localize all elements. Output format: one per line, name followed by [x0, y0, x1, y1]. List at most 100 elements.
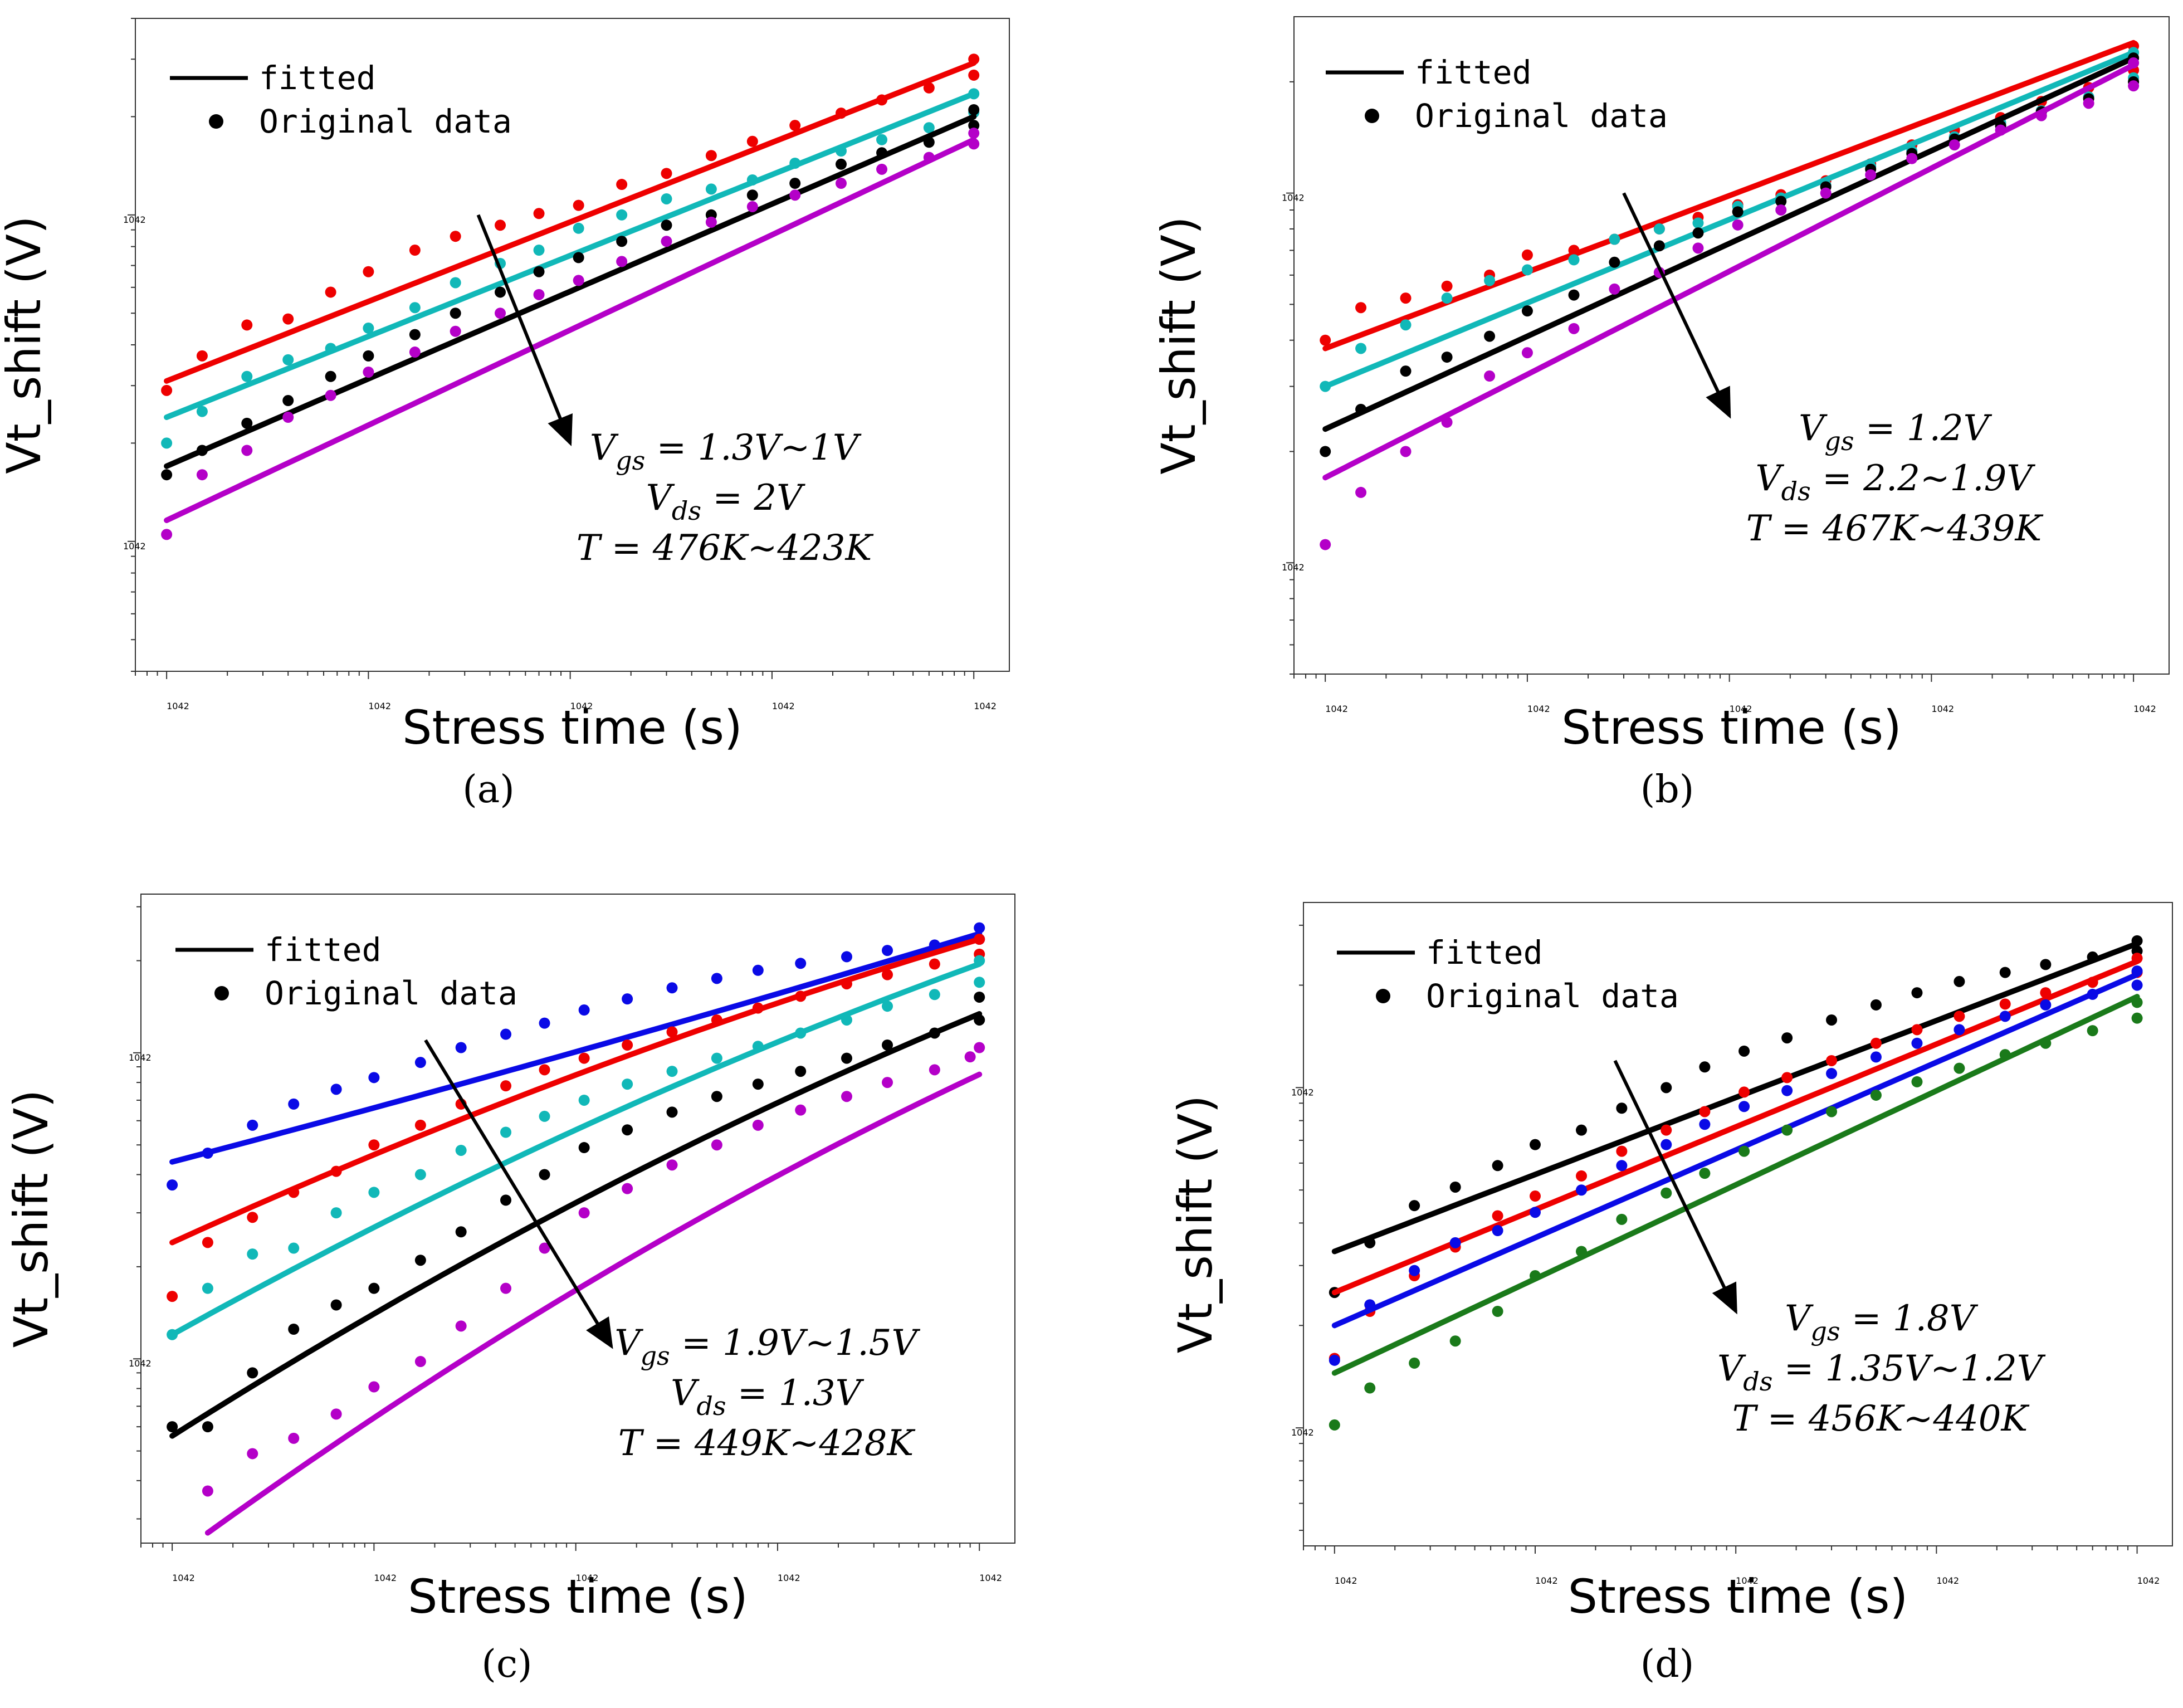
data-point-cyan	[363, 323, 374, 334]
data-point-magenta	[368, 1381, 380, 1393]
data-point-cyan	[1400, 319, 1412, 331]
data-point-magenta	[964, 1051, 976, 1063]
annotation-line-1: Vgs = 1.3V~1V	[590, 427, 862, 476]
data-point-black	[1441, 352, 1453, 363]
fitted-curve-black	[1322, 55, 2137, 432]
data-point-magenta	[247, 1448, 258, 1460]
data-point-cyan	[876, 134, 888, 145]
data-point-blue	[711, 973, 722, 984]
data-point-red	[1355, 302, 1367, 314]
legend-original-label: Original data	[1415, 97, 1668, 135]
data-point-red	[161, 384, 173, 396]
data-point-magenta	[1948, 139, 1960, 151]
data-point-cyan	[1484, 275, 1496, 286]
data-point-cyan	[282, 354, 294, 365]
data-point-red	[1911, 1024, 1923, 1036]
data-point-blue	[1529, 1207, 1541, 1218]
data-point-blue	[1616, 1160, 1628, 1172]
data-point-cyan	[795, 1027, 807, 1039]
data-point-black	[1364, 1237, 1376, 1248]
plot-frame	[1303, 902, 2173, 1546]
data-point-black	[539, 1169, 550, 1180]
data-point-red	[841, 978, 852, 990]
data-point-black	[711, 1091, 722, 1102]
data-point-black	[414, 1255, 426, 1266]
legend-original-swatch	[209, 114, 223, 129]
data-point-green	[1329, 1419, 1340, 1431]
data-point-cyan	[789, 158, 801, 169]
data-point-black	[1954, 975, 1965, 987]
trend-arrow	[476, 214, 573, 446]
annotation-line-1: Vgs = 1.8V	[1785, 1298, 1978, 1346]
data-point-blue	[1738, 1101, 1750, 1112]
data-point-red	[968, 69, 980, 81]
legend: fitted Original data	[1326, 53, 1668, 135]
trend-arrow	[424, 1039, 613, 1349]
data-point-red	[666, 1026, 678, 1038]
data-point-green	[1699, 1168, 1711, 1179]
data-point-cyan	[974, 955, 985, 967]
data-point-black	[876, 147, 888, 159]
data-point-black	[1653, 240, 1665, 252]
data-point-black	[1911, 987, 1923, 999]
data-point-red	[789, 120, 801, 131]
undefined: 1042	[1931, 704, 1954, 714]
data-point-red	[1999, 998, 2011, 1010]
panel-label: (a)	[462, 768, 515, 812]
legend-fitted-label: fitted	[265, 931, 382, 969]
annotation-line-2: Vds = 2.2~1.9V	[1755, 458, 2035, 506]
data-point-blue	[622, 993, 633, 1005]
data-point-black	[573, 252, 584, 263]
data-point-black	[835, 158, 847, 170]
data-point-magenta	[1568, 323, 1580, 334]
data-point-black	[795, 1066, 807, 1077]
data-point-magenta	[573, 275, 584, 286]
panel-label: (b)	[1640, 768, 1694, 812]
data-point-red	[1575, 1170, 1587, 1182]
data-point-cyan	[746, 174, 758, 186]
undefined: 1042	[1535, 1575, 1558, 1586]
data-point-magenta	[455, 1320, 467, 1332]
data-point-magenta	[1441, 416, 1453, 428]
annotation-line-2: Vds = 1.35V~1.2V	[1717, 1348, 2046, 1397]
data-point-magenta	[241, 445, 253, 456]
data-point-black	[2087, 951, 2098, 963]
data-point-red	[539, 1064, 550, 1076]
data-point-magenta	[1906, 153, 1918, 164]
data-point-magenta	[1995, 124, 2006, 136]
data-point-blue	[1329, 1354, 1340, 1366]
data-point-black	[1999, 967, 2011, 978]
data-point-magenta	[450, 325, 461, 337]
data-point-black	[841, 1052, 852, 1064]
data-point-cyan	[1653, 223, 1665, 235]
legend: fitted Original data	[170, 59, 512, 140]
data-point-magenta	[789, 189, 801, 201]
data-point-red	[363, 266, 374, 277]
data-point-cyan	[705, 183, 717, 195]
data-point-black	[1616, 1102, 1628, 1114]
data-point-cyan	[241, 370, 253, 382]
data-point-red	[2040, 987, 2052, 999]
data-point-green	[2131, 1012, 2143, 1024]
data-point-magenta	[835, 178, 847, 189]
data-point-green	[1911, 1076, 1923, 1087]
data-point-black	[368, 1282, 380, 1294]
fitted-curve-black	[1331, 940, 2140, 1255]
legend-original-label: Original data	[259, 103, 512, 140]
data-point-green	[1616, 1213, 1628, 1225]
data-point-magenta	[1521, 347, 1533, 359]
data-point-black	[241, 417, 253, 429]
data-point-magenta	[500, 1282, 512, 1294]
data-point-black	[1661, 1082, 1672, 1094]
data-point-red	[533, 208, 545, 219]
y-axis-label: Vt_shift (V)	[4, 1090, 58, 1348]
data-point-green	[1575, 1246, 1587, 1257]
data-point-cyan	[167, 1329, 178, 1340]
data-point-cyan	[578, 1094, 590, 1106]
data-point-red	[247, 1212, 258, 1223]
data-point-magenta	[974, 1042, 985, 1053]
data-point-red	[705, 150, 717, 162]
data-point-blue	[288, 1098, 300, 1110]
data-point-black	[1355, 403, 1367, 415]
